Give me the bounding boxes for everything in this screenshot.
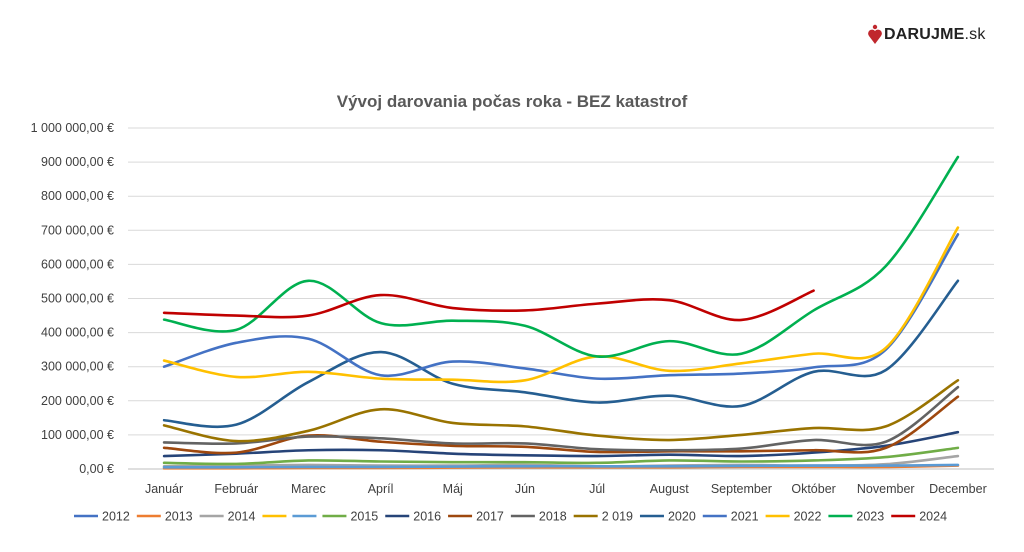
legend-label: 2021 bbox=[731, 510, 759, 524]
y-tick-label: 800 000,00 € bbox=[41, 189, 114, 203]
x-tick-label: November bbox=[857, 482, 915, 496]
legend-label: 2017 bbox=[476, 510, 504, 524]
x-tick-label: September bbox=[711, 482, 772, 496]
darujme-logo: DARUJME.sk bbox=[866, 24, 986, 46]
series-line bbox=[162, 379, 960, 443]
y-tick-label: 900 000,00 € bbox=[41, 155, 114, 169]
series-line bbox=[162, 395, 960, 455]
series-line bbox=[162, 385, 960, 452]
legend: 2012 2013 2014 2015 2016 2017 2018 2 019 2020 202… bbox=[74, 510, 947, 524]
legend-label: 2014 bbox=[228, 510, 256, 524]
legend-label: 2012 bbox=[102, 510, 130, 524]
x-tick-label: Február bbox=[214, 482, 258, 496]
legend-label: 2022 bbox=[794, 510, 822, 524]
y-tick-label: 300 000,00 € bbox=[41, 360, 114, 374]
legend-label: 2016 bbox=[413, 510, 441, 524]
legend-label: 2020 bbox=[668, 510, 696, 524]
x-tick-label: Jún bbox=[515, 482, 535, 496]
logo-text: DARUJME.sk bbox=[884, 26, 986, 43]
heart-pin-icon bbox=[868, 24, 882, 44]
x-tick-label: Marec bbox=[291, 482, 326, 496]
legend-label: 2013 bbox=[165, 510, 193, 524]
y-tick-label: 200 000,00 € bbox=[41, 394, 114, 408]
y-tick-label: 400 000,00 € bbox=[41, 326, 114, 340]
x-tick-label: August bbox=[650, 482, 689, 496]
series-line bbox=[162, 279, 960, 429]
legend-label: 2023 bbox=[856, 510, 884, 524]
series-line bbox=[162, 233, 960, 381]
y-tick-label: 500 000,00 € bbox=[41, 292, 114, 306]
chart-title: Vývoj darovania počas roka - BEZ katastr… bbox=[337, 92, 688, 111]
series-line bbox=[162, 463, 960, 469]
legend-label: 2018 bbox=[539, 510, 567, 524]
series-line bbox=[162, 226, 960, 384]
x-tick-label: Január bbox=[145, 482, 183, 496]
series-line bbox=[162, 446, 960, 466]
legend-label: 2 019 bbox=[602, 510, 633, 524]
x-tick-label: Máj bbox=[443, 482, 463, 496]
series-line bbox=[162, 155, 960, 358]
grid bbox=[128, 127, 994, 470]
legend-label: 2015 bbox=[350, 510, 378, 524]
legend-label: 2024 bbox=[919, 510, 947, 524]
y-tick-label: 0,00 € bbox=[79, 462, 114, 476]
series-line bbox=[162, 430, 960, 458]
y-axis: 0,00 € 100 000,00 € 200 000,00 € 300 000,00… bbox=[31, 121, 114, 476]
y-tick-label: 1 000 000,00 € bbox=[31, 121, 114, 135]
x-tick-label: Apríl bbox=[368, 482, 394, 496]
y-tick-label: 600 000,00 € bbox=[41, 257, 114, 271]
y-tick-label: 100 000,00 € bbox=[41, 428, 114, 442]
series-line bbox=[162, 289, 815, 322]
series-lines bbox=[162, 155, 960, 470]
x-tick-label: Júl bbox=[589, 482, 605, 496]
x-tick-label: Október bbox=[791, 482, 835, 496]
x-tick-label: December bbox=[929, 482, 987, 496]
x-axis: Január Február Marec Apríl Máj Jún Júl August Se… bbox=[145, 482, 987, 496]
y-tick-label: 700 000,00 € bbox=[41, 223, 114, 237]
